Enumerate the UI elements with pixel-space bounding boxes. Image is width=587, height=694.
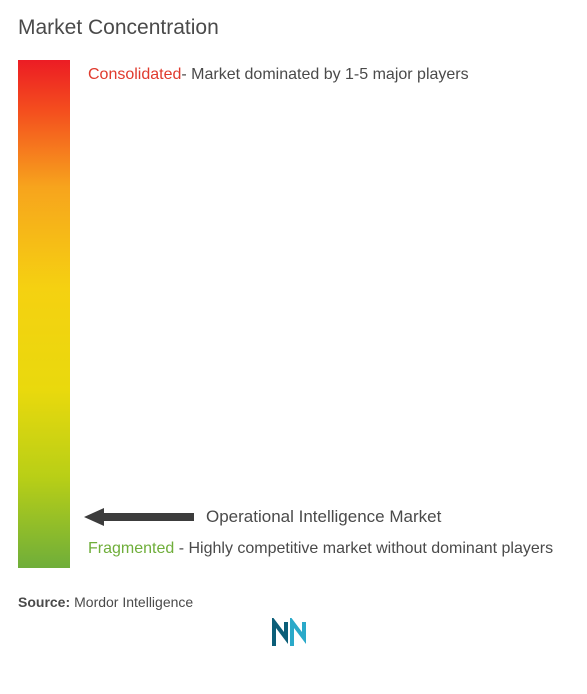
market-name: Operational Intelligence Market (206, 507, 441, 527)
page-title: Market Concentration (18, 16, 573, 40)
concentration-gradient-bar (18, 60, 70, 568)
logo-wrap (14, 618, 573, 653)
source-row: Source:Mordor Intelligence (18, 594, 573, 610)
fragmented-keyword: Fragmented (88, 540, 174, 557)
consolidated-text: - Market dominated by 1-5 major players (181, 66, 468, 83)
fragmented-label: Fragmented - Highly competitive market w… (88, 535, 573, 562)
label-column: Consolidated- Market dominated by 1-5 ma… (88, 60, 573, 568)
consolidated-label: Consolidated- Market dominated by 1-5 ma… (88, 64, 573, 86)
chart-area: Consolidated- Market dominated by 1-5 ma… (18, 60, 573, 568)
arrow-left-icon (84, 508, 194, 526)
source-label: Source: (18, 594, 70, 610)
fragmented-text: - Highly competitive market without domi… (179, 540, 553, 557)
source-value: Mordor Intelligence (74, 594, 193, 610)
arrow-row: Operational Intelligence Market (84, 507, 573, 527)
market-indicator-block: Operational Intelligence Market Fragment… (88, 507, 573, 562)
consolidated-keyword: Consolidated (88, 66, 181, 83)
mordor-logo-icon (272, 618, 316, 648)
